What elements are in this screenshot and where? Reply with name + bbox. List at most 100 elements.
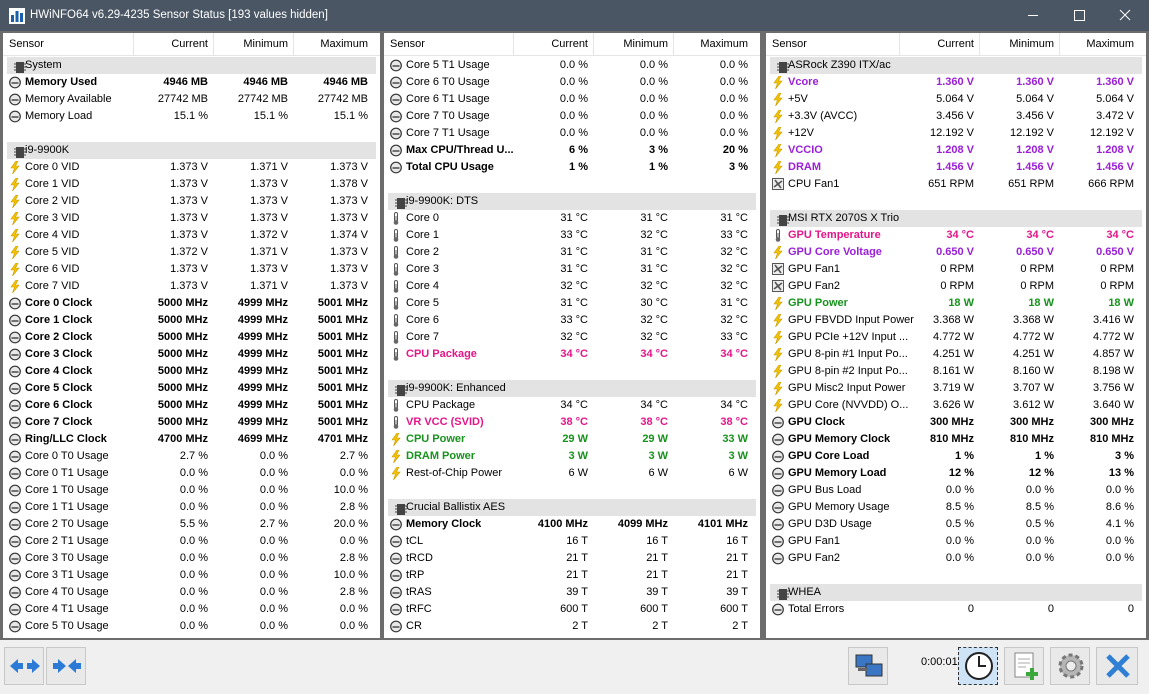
sensor-row: Core 7 T0 Usage 0.0 % 0.0 % 0.0 %	[384, 108, 760, 125]
current-value: 1.373 V	[170, 161, 208, 173]
sensor-row: GPU Memory Clock 810 MHz 810 MHz 810 MHz	[766, 431, 1146, 448]
sensor-label: Core 1 VID	[25, 178, 80, 190]
gauge-icon	[9, 569, 21, 582]
gauge-icon	[772, 467, 784, 480]
current-value: 3.456 V	[936, 110, 974, 122]
thermo-icon	[393, 280, 399, 293]
sensor-label: Core 2 T0 Usage	[25, 518, 109, 530]
thermo-icon	[393, 348, 399, 361]
thermo-icon	[393, 212, 399, 225]
sensor-row: Core 0 VID 1.373 V 1.371 V 1.373 V	[3, 159, 380, 176]
minimum-value: 4999 MHz	[237, 297, 288, 309]
sensor-row: Core 5 T1 Usage 0.0 % 0.0 % 0.0 %	[384, 57, 760, 74]
current-value: 0.650 V	[936, 246, 974, 258]
minimum-value: 4.772 W	[1013, 331, 1054, 343]
timer-button[interactable]	[958, 647, 998, 685]
sensor-label: Core 5 VID	[25, 246, 80, 258]
minimum-value: 4999 MHz	[237, 382, 288, 394]
gauge-icon	[9, 365, 21, 378]
sensor-row: GPU 8-pin #1 Input Po... 4.251 W 4.251 W 4.…	[766, 346, 1146, 363]
maximum-value: 15.1 %	[333, 110, 368, 122]
nav-right-button[interactable]	[46, 647, 86, 685]
gauge-icon	[772, 484, 784, 497]
sensor-label: Core 2 VID	[25, 195, 80, 207]
current-value: 5000 MHz	[157, 416, 208, 428]
maximize-button[interactable]	[1056, 0, 1102, 31]
current-value: 0.0 %	[179, 569, 208, 581]
gauge-icon	[9, 433, 21, 446]
sensor-row: Ring/LLC Clock 4700 MHz 4699 MHz 4701 MHz	[3, 431, 380, 448]
minimum-value: 1.373 V	[250, 195, 288, 207]
sensor-row: Core 3 T1 Usage 0.0 % 0.0 % 10.0 %	[3, 567, 380, 584]
current-value: 16 T	[566, 535, 588, 547]
minimum-value: 3.612 W	[1013, 399, 1054, 411]
maximum-value: 600 T	[720, 603, 748, 615]
sensor-row: tRCD 21 T 21 T 21 T	[384, 550, 760, 567]
sensor-label: Vcore	[788, 76, 819, 88]
thermo-icon	[393, 246, 399, 259]
maximum-value: 31 °C	[720, 212, 748, 224]
minimum-value: 651 RPM	[1008, 178, 1054, 190]
sensor-row: GPU Bus Load 0.0 % 0.0 % 0.0 %	[766, 482, 1146, 499]
nav-left-button[interactable]	[4, 647, 44, 685]
maximum-value: 6 W	[728, 467, 748, 479]
sensor-label: +12V	[788, 127, 814, 139]
gauge-icon	[9, 450, 21, 463]
thermo-icon	[775, 229, 781, 242]
gauge-icon	[390, 620, 402, 633]
close-sensors-button[interactable]	[1096, 647, 1138, 685]
gauge-icon	[390, 518, 402, 531]
title-bar: HWiNFO64 v6.29-4235 Sensor Status [193 v…	[0, 0, 1149, 31]
toolbar: 0:00:01	[0, 640, 1149, 694]
sensor-label: Memory Load	[25, 110, 93, 122]
gauge-icon	[9, 620, 21, 633]
group-label: i9-9900K: DTS	[406, 195, 479, 207]
group-background	[7, 142, 376, 159]
current-value: 27742 MB	[157, 93, 208, 105]
group-row: i9-9900K	[3, 142, 380, 159]
current-value: 0 RPM	[940, 280, 974, 292]
sensor-label: GPU Fan2	[788, 280, 840, 292]
gauge-icon	[9, 416, 21, 429]
current-value: 651 RPM	[928, 178, 974, 190]
bolt-icon	[773, 110, 783, 123]
close-button[interactable]	[1102, 0, 1148, 31]
minimum-value: 15.1 %	[253, 110, 288, 122]
minimize-button[interactable]	[1010, 0, 1056, 31]
sensor-row: Memory Available 27742 MB 27742 MB 27742 MB	[3, 91, 380, 108]
minimum-value: 0.0 %	[639, 76, 668, 88]
sensor-label: Rest-of-Chip Power	[406, 467, 502, 479]
gauge-icon	[9, 382, 21, 395]
sensor-label: Core 2	[406, 246, 440, 258]
minimum-value: 0.0 %	[259, 569, 288, 581]
current-value: 21 T	[566, 552, 588, 564]
sensor-label: GPU Temperature	[788, 229, 881, 241]
app-icon	[9, 8, 25, 24]
sensor-row: Core 5 VID 1.372 V 1.371 V 1.373 V	[3, 244, 380, 261]
sensor-label: Core 2 T1 Usage	[25, 535, 109, 547]
sensor-panel: Sensor Current Minimum Maximum Core 5 T1 Usa…	[384, 33, 760, 638]
sensor-label: tCL	[406, 535, 424, 547]
sensor-label: GPU Misc2 Input Power	[788, 382, 906, 394]
sensor-row: Core 7 Clock 5000 MHz 4999 MHz 5001 MHz	[3, 414, 380, 431]
sensor-label: GPU Memory Clock	[788, 433, 891, 445]
maximum-value: 10.0 %	[333, 569, 368, 581]
sensor-label: Core 3 T1 Usage	[25, 569, 109, 581]
sensor-label: Core 2 Clock	[25, 331, 93, 343]
sensor-row: CR 2 T 2 T 2 T	[384, 618, 760, 635]
minimum-value: 1.373 V	[250, 212, 288, 224]
current-value: 4100 MHz	[537, 518, 588, 530]
maximum-value: 2.8 %	[339, 552, 368, 564]
sensor-label: Core 6 VID	[25, 263, 80, 275]
gauge-icon	[9, 76, 21, 89]
maximum-value: 5001 MHz	[317, 416, 368, 428]
report-button[interactable]	[1004, 647, 1044, 685]
minimum-value: 300 MHz	[1009, 416, 1054, 428]
sensor-label: Core 3 Clock	[25, 348, 93, 360]
sensor-row: GPU Core Load 1 % 1 % 3 %	[766, 448, 1146, 465]
minimum-value: 0.0 %	[259, 501, 288, 513]
settings-button[interactable]	[1050, 647, 1090, 685]
minimum-value: 6 W	[648, 467, 668, 479]
thermo-icon	[393, 399, 399, 412]
network-button[interactable]	[848, 647, 888, 685]
